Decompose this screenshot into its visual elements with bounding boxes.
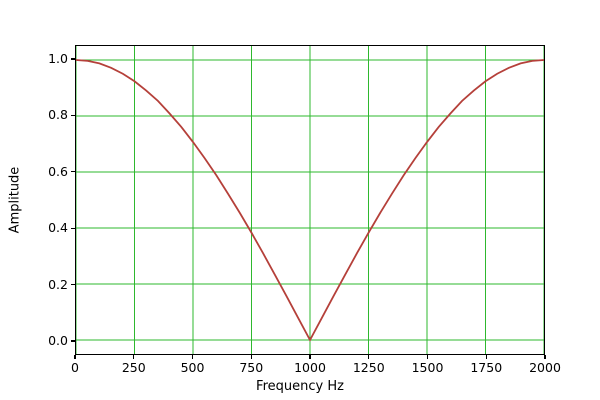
x-tick-mark	[74, 355, 76, 359]
x-tick-mark	[309, 355, 311, 359]
x-tick-label: 0	[71, 360, 79, 375]
y-tick-mark	[71, 227, 75, 229]
x-tick-mark	[485, 355, 487, 359]
y-tick-mark	[71, 58, 75, 60]
y-tick-mark	[71, 114, 75, 117]
x-tick-label: 1500	[411, 360, 444, 375]
x-tick-label: 750	[239, 360, 264, 375]
x-tick-mark	[426, 355, 429, 359]
x-gridlines	[76, 46, 544, 354]
x-tick-label: 2000	[529, 360, 561, 375]
y-tick-label: 0.4	[48, 219, 68, 235]
x-tick-mark	[544, 355, 546, 359]
plot-area	[75, 45, 545, 355]
x-axis-label: Frequency Hz	[256, 379, 344, 394]
y-tick-label: 0.6	[48, 163, 68, 179]
y-axis-label-container: Amplitude	[0, 0, 30, 400]
x-tick-mark	[368, 355, 370, 359]
y-axis-label: Amplitude	[7, 166, 23, 234]
data-line-amplitude	[76, 60, 544, 340]
x-tick-label: 1250	[352, 360, 385, 375]
y-tick-label: 0.8	[48, 107, 68, 123]
x-tick-mark	[133, 355, 135, 359]
x-tick-label: 250	[121, 360, 146, 375]
y-tick-mark	[71, 171, 75, 173]
y-tick-label: 0.2	[48, 276, 68, 292]
y-tick-mark	[71, 283, 75, 286]
x-tick-label: 1000	[294, 360, 326, 375]
y-gridlines	[76, 59, 544, 341]
plot-canvas	[76, 46, 544, 354]
y-tick-mark	[71, 340, 75, 342]
x-tick-mark	[250, 355, 252, 359]
y-tick-label: 1.0	[48, 50, 68, 66]
x-tick-mark	[191, 355, 194, 359]
x-tick-label: 1750	[470, 360, 503, 375]
x-tick-label: 500	[180, 360, 205, 375]
y-tick-label: 0.0	[48, 332, 68, 348]
